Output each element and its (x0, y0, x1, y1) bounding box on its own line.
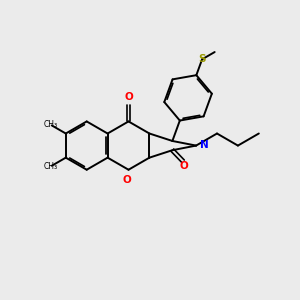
Text: O: O (123, 175, 131, 185)
Text: CH₃: CH₃ (44, 162, 58, 171)
Text: CH₃: CH₃ (44, 121, 58, 130)
Text: O: O (125, 92, 134, 102)
Text: S: S (198, 54, 206, 64)
Text: N: N (200, 140, 209, 150)
Text: O: O (180, 161, 188, 171)
